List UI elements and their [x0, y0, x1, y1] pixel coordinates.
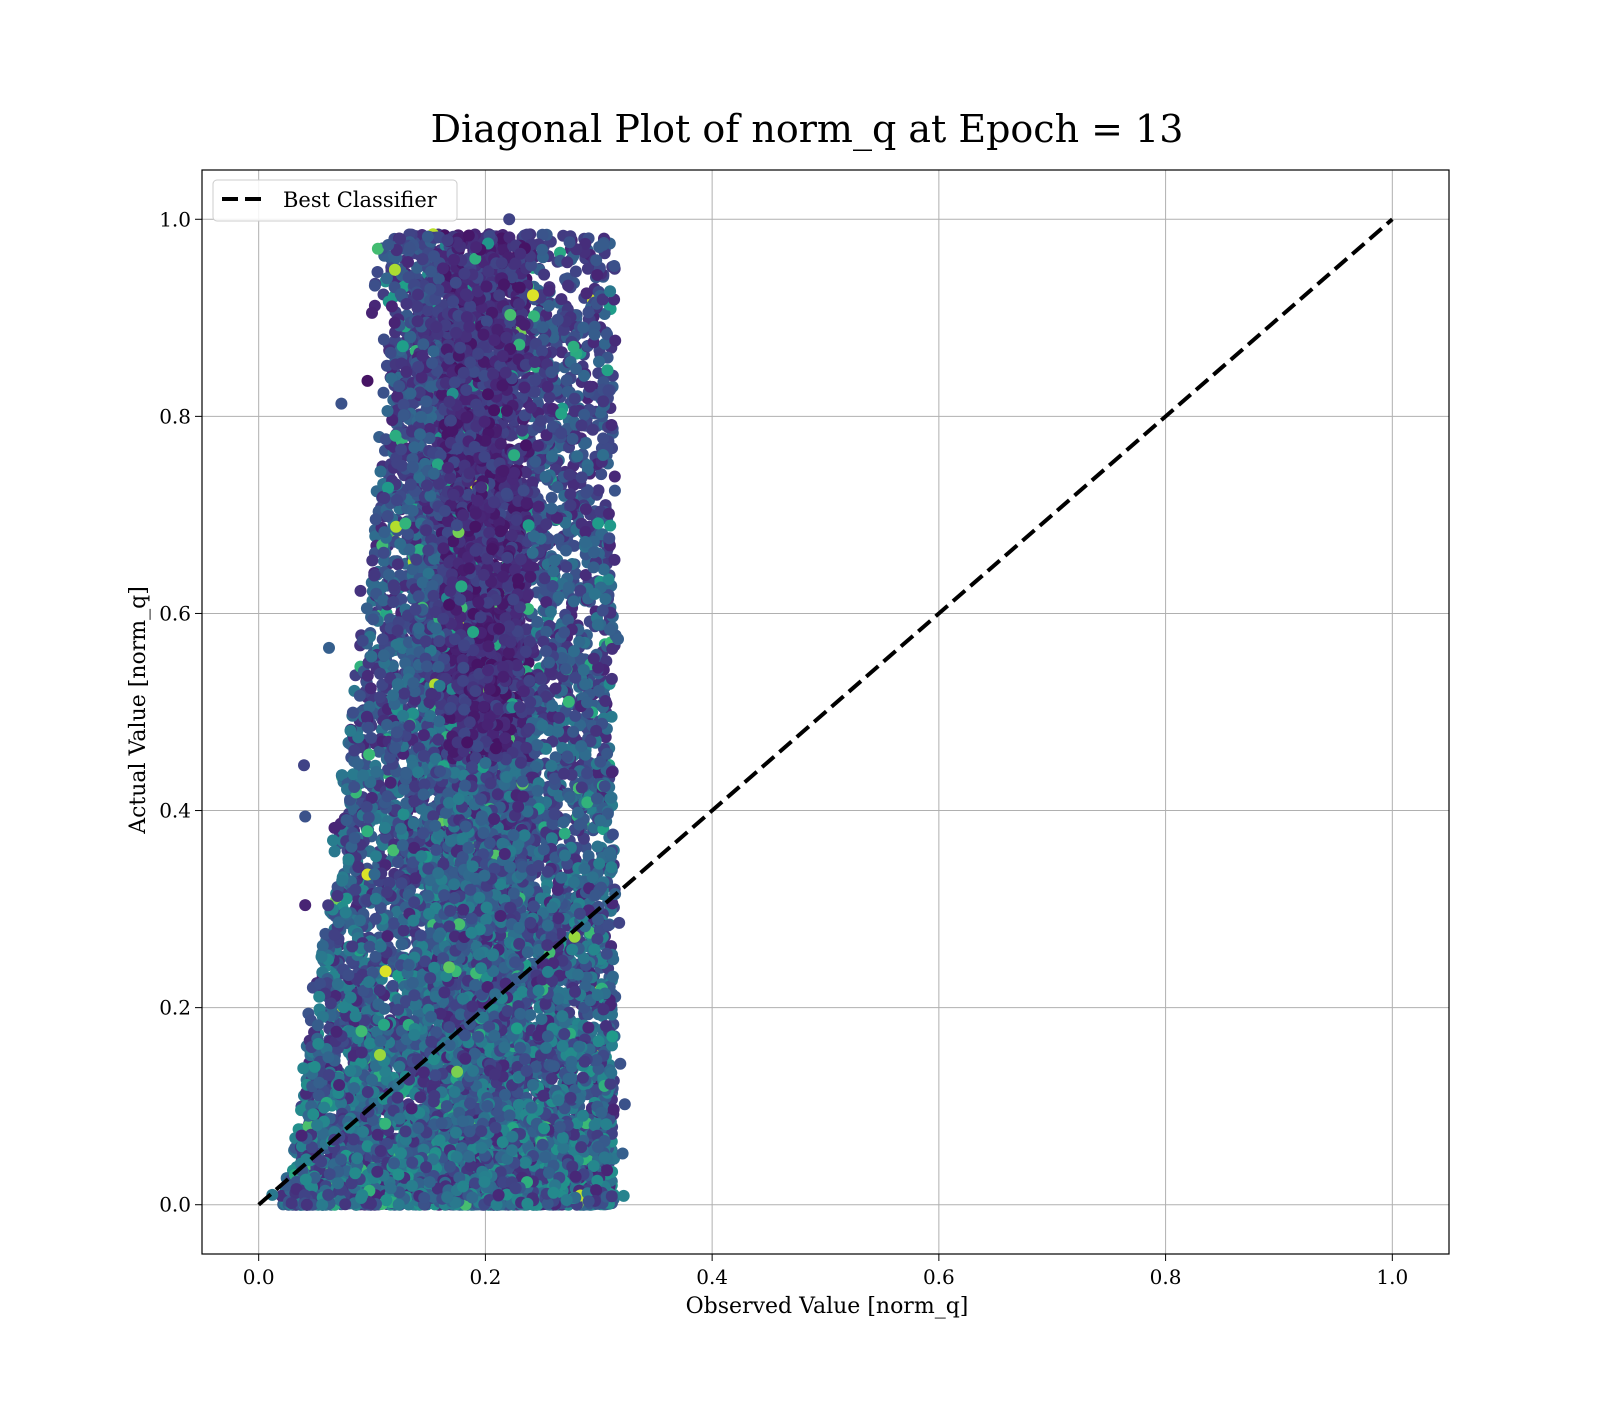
scatter-point — [386, 300, 398, 312]
chart-title: Diagonal Plot of norm_q at Epoch = 13 — [431, 107, 1184, 152]
scatter-points — [266, 213, 631, 1210]
scatter-point — [355, 585, 367, 597]
